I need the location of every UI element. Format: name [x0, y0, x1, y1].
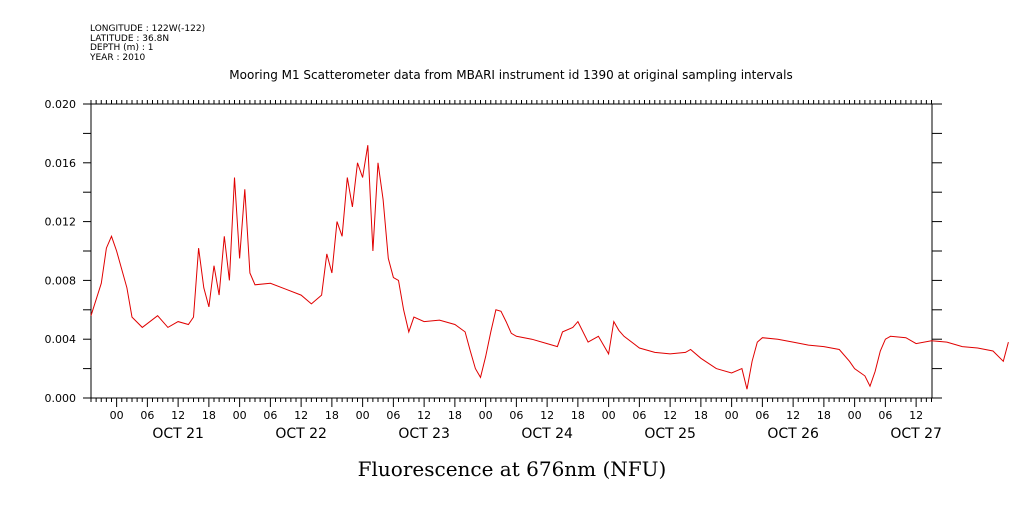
x-day-label: OCT 27 [890, 426, 942, 442]
x-hour-label: 18 [202, 409, 216, 422]
x-hour-label: 12 [786, 409, 800, 422]
y-tick-labels: 0.000 0.004 0.008 0.012 0.016 0.020 [45, 98, 77, 405]
x-hour-labels: 00 06 12 18 00 06 12 18 00 06 12 18 00 06 12 18 00 06 12 18… [110, 409, 924, 422]
x-hour-label: 00 [725, 409, 739, 422]
x-hour-label: 12 [663, 409, 677, 422]
x-axis-label: Fluorescence at 676nm (NFU) [358, 457, 667, 481]
x-hour-label: 06 [140, 409, 154, 422]
axis-ticks [83, 100, 942, 407]
x-hour-label: 06 [755, 409, 769, 422]
x-hour-label: 00 [233, 409, 247, 422]
y-tick-label: 0.008 [45, 274, 77, 287]
y-tick-label: 0.020 [45, 98, 77, 111]
x-hour-label: 00 [356, 409, 370, 422]
x-hour-label: 12 [540, 409, 554, 422]
y-tick-label: 0.000 [45, 392, 77, 405]
x-hour-label: 18 [694, 409, 708, 422]
latitude-label: LATITUDE : 36.8N [90, 34, 169, 44]
x-hour-label: 18 [448, 409, 462, 422]
x-hour-label: 00 [110, 409, 124, 422]
x-day-label: OCT 26 [767, 426, 819, 442]
x-hour-label: 00 [479, 409, 493, 422]
y-tick-label: 0.012 [45, 216, 77, 229]
x-hour-label: 18 [817, 409, 831, 422]
x-hour-label: 18 [325, 409, 339, 422]
x-day-label: OCT 21 [152, 426, 204, 442]
plot-frame [90, 103, 933, 399]
chart-title: Mooring M1 Scatterometer data from MBARI… [229, 68, 792, 82]
y-tick-label: 0.004 [45, 333, 77, 346]
y-tick-label: 0.016 [45, 157, 77, 170]
x-hour-label: 12 [294, 409, 308, 422]
x-hour-label: 18 [571, 409, 585, 422]
x-hour-label: 00 [848, 409, 862, 422]
x-hour-label: 06 [263, 409, 277, 422]
x-hour-label: 06 [509, 409, 523, 422]
x-hour-label: 06 [632, 409, 646, 422]
x-hour-label: 00 [602, 409, 616, 422]
x-hour-label: 12 [417, 409, 431, 422]
x-hour-label: 12 [909, 409, 923, 422]
x-hour-label: 06 [878, 409, 892, 422]
x-day-label: OCT 25 [644, 426, 696, 442]
mooring-meta: LONGITUDE : 122W(-122) LATITUDE : 36.8N … [89, 24, 205, 63]
series-line [90, 145, 1009, 390]
x-day-label: OCT 23 [398, 426, 450, 442]
x-day-label: OCT 24 [521, 426, 573, 442]
x-day-labels: OCT 21 OCT 22 OCT 23 OCT 24 OCT 25 OCT 26 OCT … [152, 426, 942, 442]
depth-label: DEPTH (m) : 1 [90, 43, 153, 53]
x-hour-label: 12 [171, 409, 185, 422]
x-day-label: OCT 22 [275, 426, 327, 442]
longitude-label: LONGITUDE : 122W(-122) [90, 24, 205, 34]
year-label: YEAR : 2010 [89, 53, 146, 63]
x-hour-label: 06 [386, 409, 400, 422]
